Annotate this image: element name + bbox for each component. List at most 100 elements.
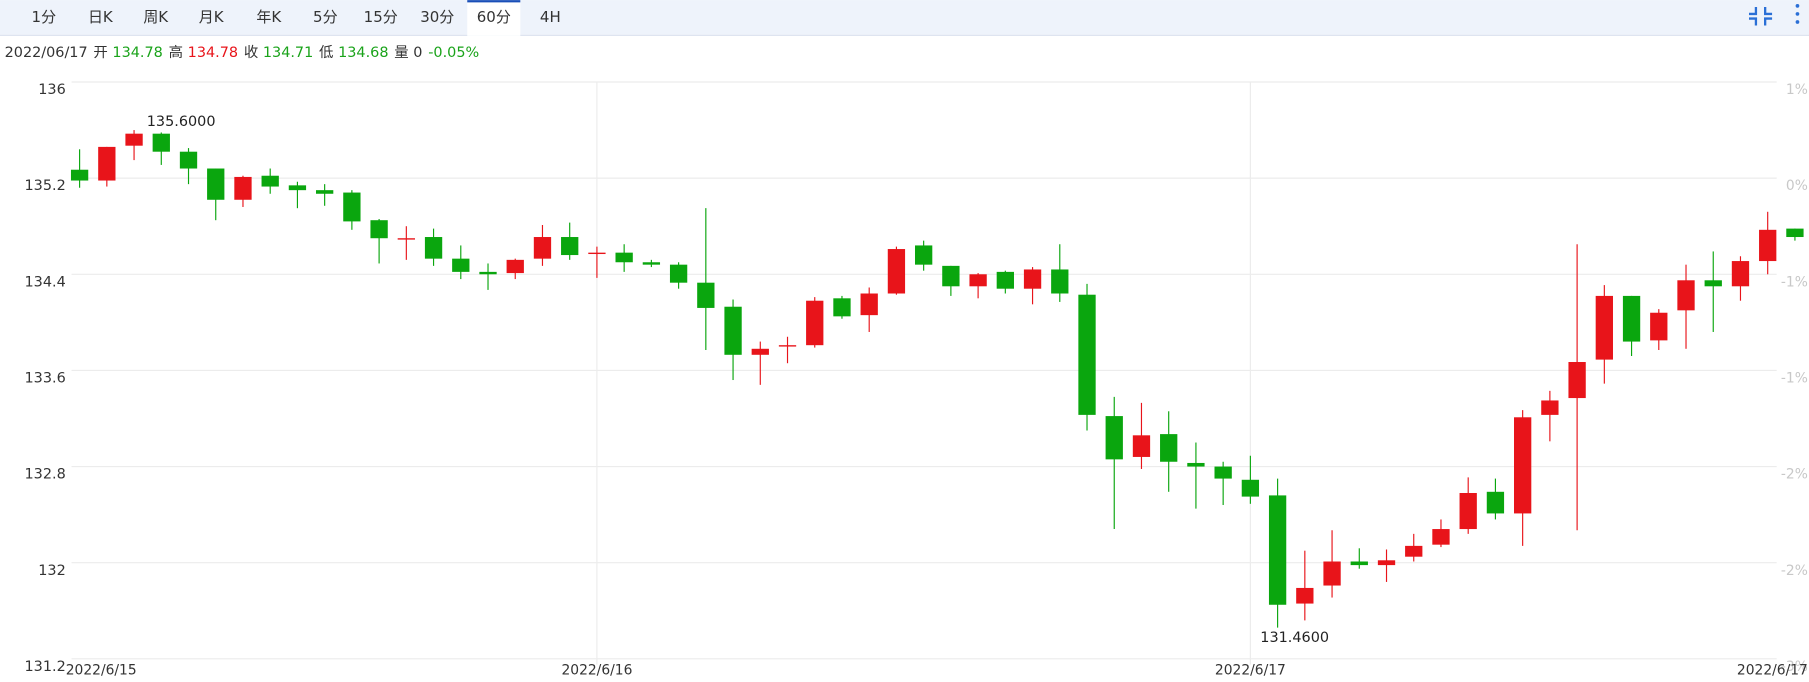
candle-body: [1786, 228, 1804, 238]
tab[interactable]: 30分: [420, 8, 454, 26]
candle-body: [1759, 229, 1777, 262]
candle-body: [1486, 491, 1505, 514]
candle-body: [370, 220, 388, 239]
candle-body: [615, 252, 633, 263]
info-value: 134.68: [338, 45, 388, 61]
candle-body: [1704, 280, 1722, 287]
candle-body: [506, 259, 524, 274]
y-tick-label: 134.4: [25, 274, 66, 290]
tab[interactable]: 60分: [477, 8, 511, 26]
candle-body: [207, 168, 225, 200]
candle-body: [561, 237, 579, 256]
y-tick-label: 135.2: [25, 178, 66, 194]
more-icon[interactable]: [1795, 4, 1800, 24]
info-label: 开: [93, 45, 107, 61]
toolbar-bg: [0, 0, 1809, 35]
candle-body: [588, 252, 606, 255]
candle-body: [1568, 362, 1586, 399]
candle-body: [1405, 545, 1423, 557]
candle-body: [98, 146, 116, 181]
candle-body: [887, 249, 906, 294]
y2-tick-label: -1%: [1781, 370, 1808, 386]
candle-body: [1214, 466, 1232, 479]
candle-body: [1677, 280, 1695, 311]
y2-tick-label: -1%: [1781, 274, 1808, 290]
y2-tick-label: 0%: [1786, 178, 1808, 194]
candle-body: [1187, 462, 1205, 467]
tab[interactable]: 15分: [364, 8, 398, 26]
info-value: 134.78: [188, 45, 238, 61]
y-tick-label: 136: [38, 82, 65, 98]
y2-tick-label: -2%: [1781, 467, 1808, 483]
candle-body: [152, 133, 170, 152]
tab[interactable]: 月K: [199, 8, 225, 26]
candle-body: [860, 293, 878, 316]
active-tab-bg: [467, 0, 521, 36]
candle-body: [1268, 495, 1287, 605]
tab[interactable]: 日K: [88, 8, 114, 26]
info-label: 低: [319, 44, 333, 61]
candle-body: [397, 238, 415, 240]
candle-body: [1731, 261, 1750, 287]
tabs: 1分 日K 周K 月K 年K 5分 15分 30分 60分 4H: [32, 0, 561, 36]
y2-tick-label: -3%: [1781, 659, 1808, 675]
tab[interactable]: 4H: [540, 8, 561, 26]
candle-body: [1513, 417, 1532, 514]
candle-body: [424, 237, 443, 259]
x-tick-label: 2022/6/17: [1737, 662, 1808, 678]
candle-body: [1541, 400, 1559, 415]
plot: 131.2 -3% 132 -2% 132.8 -2% 133.6 -1% 134.4 -1% 13…: [25, 81, 1808, 678]
min-annotation: 131.4600: [1260, 630, 1329, 646]
candle-body: [778, 345, 797, 347]
candle-body: [697, 282, 715, 308]
compress-icon[interactable]: [1749, 7, 1773, 26]
candle-body: [1105, 416, 1123, 460]
candle-body: [234, 176, 252, 200]
candle-body: [1650, 312, 1668, 341]
tab[interactable]: 1分: [32, 8, 57, 26]
info-value: 0: [413, 45, 422, 61]
info-value: 134.78: [112, 45, 162, 61]
candle-body: [669, 264, 688, 283]
info-label: 高: [169, 44, 183, 61]
candle-body: [315, 190, 334, 194]
candle-body: [533, 237, 552, 259]
info-change: -0.05%: [428, 45, 479, 61]
candle-body: [1377, 560, 1396, 566]
tab[interactable]: 年K: [256, 8, 282, 26]
candle-body: [1622, 295, 1641, 342]
y2-tick-label: 1%: [1786, 82, 1808, 98]
candle-body: [751, 348, 769, 355]
info-line: 2022/06/17 开 134.78 高 134.78 收 134.71 低 134.68 量 0…: [5, 44, 480, 61]
candle-body: [1023, 269, 1042, 289]
candle-body: [806, 300, 824, 346]
tab[interactable]: 周K: [143, 8, 169, 26]
candle-body: [70, 169, 89, 181]
y-tick-label: 131.2: [25, 659, 66, 675]
candle-body: [1323, 561, 1341, 586]
tab[interactable]: 5分: [313, 8, 338, 26]
y-tick-label: 133.6: [25, 370, 66, 386]
candle-body: [125, 133, 143, 146]
candle-body: [833, 298, 851, 317]
candle-body: [1078, 294, 1096, 415]
y2-tick-label: -2%: [1781, 563, 1808, 579]
x-tick-label: 2022/6/17: [1215, 662, 1286, 678]
candle-body: [261, 175, 279, 187]
candle-body: [969, 274, 987, 287]
candle-body: [1160, 434, 1178, 462]
candle-body: [452, 258, 470, 272]
x-tick-label: 2022/6/16: [561, 662, 632, 678]
candle-body: [1132, 435, 1151, 457]
candle-body: [942, 265, 960, 287]
candle-body: [1350, 561, 1368, 566]
y-tick-label: 132: [38, 563, 65, 579]
max-annotation: 135.6000: [147, 114, 216, 130]
info-label: 收: [244, 44, 258, 61]
candle-body: [1595, 295, 1613, 360]
candle-body: [1051, 269, 1069, 294]
candle-body: [1459, 492, 1477, 530]
info-date: 2022/06/17: [5, 45, 88, 61]
candle-body: [479, 271, 497, 275]
